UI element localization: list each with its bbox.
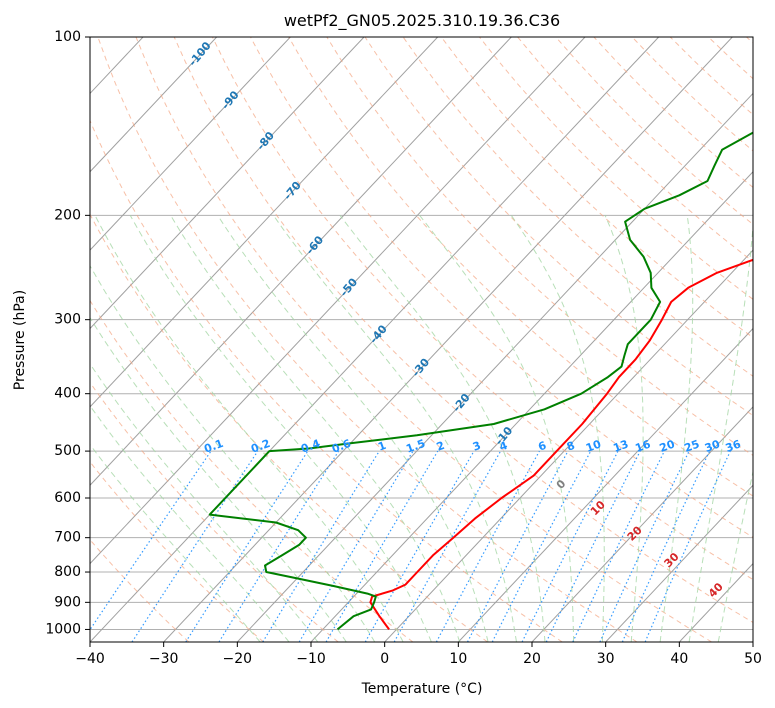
dry-adiabat-line (135, 37, 712, 642)
y-tick-label: 800 (54, 564, 81, 580)
moist-adiabat-line (510, 215, 605, 642)
moist-adiabat-line (272, 215, 517, 642)
isotherm-line (90, 37, 512, 486)
mixing-ratio-label: 36 (724, 437, 743, 455)
isotherm-line (752, 641, 753, 642)
isotherm-line (90, 37, 291, 251)
mixing-ratio-label: 3 (471, 439, 483, 454)
background-lines (0, 37, 753, 642)
mixing-ratio-label: 0.2 (249, 437, 272, 456)
isotherm-line (0, 37, 69, 642)
dry-adiabat-line (211, 37, 753, 581)
isotherm-line (90, 37, 586, 565)
mixing-ratio-label: 8 (565, 439, 577, 454)
x-axis-label: Temperature (°C) (361, 681, 483, 697)
y-axis-label: Pressure (hPa) (12, 290, 28, 390)
moist-adiabat-line (90, 316, 347, 642)
isotherm-line (90, 37, 218, 173)
isotherm-line (163, 37, 733, 642)
plot-background (90, 37, 753, 642)
mixing-ratio-line (185, 450, 309, 642)
moist-adiabat-line (129, 215, 432, 642)
y-tick-label: 300 (54, 312, 81, 328)
y-tick-label: 500 (54, 443, 81, 459)
axis-ticks: −40 −30 −20 −10 0 10 20 30 40 5010020030040050060… (45, 29, 762, 667)
dry-adiabat-line (364, 37, 753, 417)
mixing-ratio-line (393, 450, 502, 642)
moist-adiabat-line (90, 362, 319, 642)
isotherm-line (605, 484, 753, 642)
x-tick-label: −40 (75, 651, 105, 667)
x-tick-label: −30 (149, 651, 179, 667)
isotherm-line (90, 37, 660, 642)
y-tick-label: 900 (54, 594, 81, 610)
mixing-ratio-label: 0.4 (299, 437, 322, 456)
dry-adiabat-line (479, 37, 753, 300)
mixing-ratio-label: 13 (611, 438, 630, 455)
mixing-ratio-label: 1 (376, 439, 388, 454)
moist-adiabat-line (604, 215, 644, 642)
x-tick-label: 10 (449, 651, 467, 667)
x-tick-label: −20 (223, 651, 253, 667)
moist-adiabat-line (94, 215, 404, 642)
temperature-profile-line (369, 258, 753, 630)
isotherm-line (384, 249, 753, 642)
moist-adiabat-line (688, 221, 753, 642)
mixing-ratio-label: 4 (498, 439, 510, 454)
isotherm-line (531, 406, 753, 642)
isotherm-line (236, 92, 753, 642)
isotherm-line (457, 327, 753, 642)
y-tick-label: 1000 (45, 621, 81, 637)
x-tick-label: 50 (744, 651, 762, 667)
dry-adiabat-line (173, 37, 753, 624)
moist-adiabat-line (217, 215, 489, 642)
mixing-ratio-label: 0.1 (202, 437, 225, 456)
x-tick-label: 20 (523, 651, 541, 667)
mixing-ratio-line (435, 450, 540, 642)
mixing-ratio-label: 25 (682, 438, 701, 455)
mixing-ratio-line (545, 450, 641, 642)
mixing-ratio-label: 6 (536, 439, 548, 454)
isotherm-line (90, 37, 439, 408)
dry-adiabat-line (250, 37, 753, 538)
moist-adiabat-line (339, 215, 546, 642)
dry-adiabat-line (90, 461, 264, 642)
dewpoint-profile-line (208, 131, 753, 631)
mixing-ratio-label: 10 (584, 437, 603, 455)
y-tick-label: 200 (54, 207, 81, 223)
y-tick-label: 700 (54, 530, 81, 546)
mixing-ratio-label: 0.6 (330, 437, 353, 456)
chart-title: wetPf2_GN05.2025.310.19.36.C36 (284, 11, 560, 31)
y-tick-label: 400 (54, 386, 81, 402)
profile-lines (208, 131, 753, 631)
mixing-ratio-line (90, 450, 212, 631)
x-tick-label: 0 (380, 651, 389, 667)
moist-adiabat-line (419, 214, 575, 642)
moist-adiabat-line (90, 264, 376, 642)
y-tick-label: 600 (54, 490, 81, 506)
mixing-ratio-label: 30 (703, 437, 722, 455)
x-tick-label: −10 (296, 651, 326, 667)
x-tick-label: 30 (597, 651, 615, 667)
mixing-ratio-label: 20 (658, 437, 677, 455)
mixing-ratio-label: 16 (634, 437, 653, 455)
dry-adiabat-line (90, 119, 563, 642)
x-tick-label: 40 (670, 651, 688, 667)
plot-frame (89, 36, 754, 643)
mixing-ratio-line (262, 450, 380, 642)
y-tick-label: 100 (54, 29, 81, 45)
mixing-ratio-label: 1.5 (404, 437, 427, 456)
mixing-ratio-line (621, 450, 711, 642)
dry-adiabat-line (97, 37, 638, 642)
mixing-ratio-label: 2 (435, 439, 447, 454)
mixing-ratio-line (521, 450, 619, 642)
dry-adiabat-line (90, 213, 488, 642)
mixing-ratio-line (644, 450, 731, 642)
moist-adiabat-line (659, 215, 694, 642)
isotherm-line (90, 37, 365, 330)
